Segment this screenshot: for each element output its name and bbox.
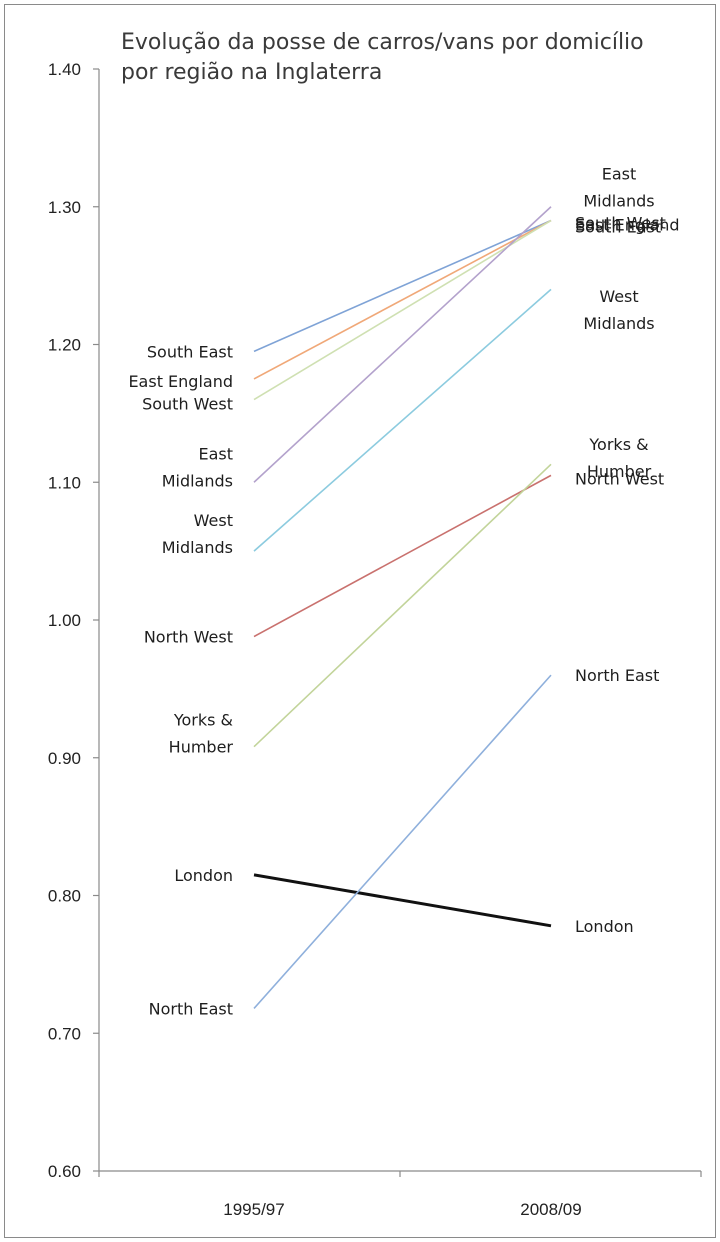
series-start-label: East England	[128, 372, 233, 391]
series-start-label: North East	[149, 999, 233, 1018]
y-tick-label: 1.30	[48, 198, 81, 217]
series-line	[253, 219, 552, 401]
y-tick-label: 0.60	[48, 1162, 81, 1181]
y-tick-label: 1.20	[48, 336, 81, 355]
series-start-label: South West	[142, 395, 233, 414]
series-end-label: Midlands	[583, 191, 654, 210]
chart-title: Evolução da posse de carros/vans por dom…	[121, 30, 644, 85]
y-tick-label: 1.40	[48, 60, 81, 79]
series-line	[253, 219, 552, 380]
series-end-label: South West	[575, 214, 666, 233]
series-start-label: Humber	[169, 738, 234, 757]
x-tick-label: 2008/09	[520, 1200, 581, 1219]
series-start-label: Midlands	[162, 471, 233, 490]
series-end-label: Midlands	[583, 314, 654, 333]
series-end-label: West	[599, 287, 638, 306]
x-tick-label: 1995/97	[223, 1200, 284, 1219]
series-line	[253, 219, 552, 353]
y-tick-label: 0.70	[48, 1024, 81, 1043]
series-line	[253, 674, 552, 1009]
chart-title-line-2: por região na Inglaterra	[121, 60, 382, 85]
series-start-label: Midlands	[162, 538, 233, 557]
y-axis-tick-labels: 0.60 0.70 0.80 0.90 1.00 1.10 1.20 1.30 1.40	[48, 60, 81, 1181]
y-tick-label: 1.00	[48, 611, 81, 630]
series-end-label: East	[602, 164, 637, 183]
series-end-label: East England	[575, 216, 680, 235]
series-line	[253, 206, 552, 483]
x-axis-tick-labels: 1995/97 2008/09	[223, 1200, 581, 1219]
series-lines	[253, 206, 552, 1009]
series-line	[253, 873, 552, 928]
series-end-label: Humber	[587, 462, 652, 481]
series-start-label: West	[194, 511, 233, 530]
line-chart: Evolução da posse de carros/vans por dom…	[48, 30, 702, 1219]
y-tick-label: 1.10	[48, 473, 81, 492]
series-end-label: Yorks &	[588, 435, 648, 454]
y-tick-label: 0.80	[48, 887, 81, 906]
series-start-label: North West	[144, 628, 233, 647]
series-end-label: London	[575, 917, 634, 936]
chart-frame: Evolução da posse de carros/vans por dom…	[4, 4, 716, 1238]
series-start-label: South East	[147, 342, 233, 361]
axes	[93, 68, 702, 1177]
y-tick-label: 0.90	[48, 749, 81, 768]
chart-title-line-1: Evolução da posse de carros/vans por dom…	[121, 30, 644, 55]
series-start-label: East	[198, 444, 233, 463]
series-line	[253, 288, 552, 552]
series-end-label: South East	[575, 218, 661, 237]
series-line	[253, 463, 552, 748]
series-start-label: London	[174, 866, 233, 885]
series-start-label: Yorks &	[173, 711, 233, 730]
series-line	[253, 474, 552, 638]
series-end-label: North West	[575, 469, 664, 488]
series-end-label: North East	[575, 666, 659, 685]
